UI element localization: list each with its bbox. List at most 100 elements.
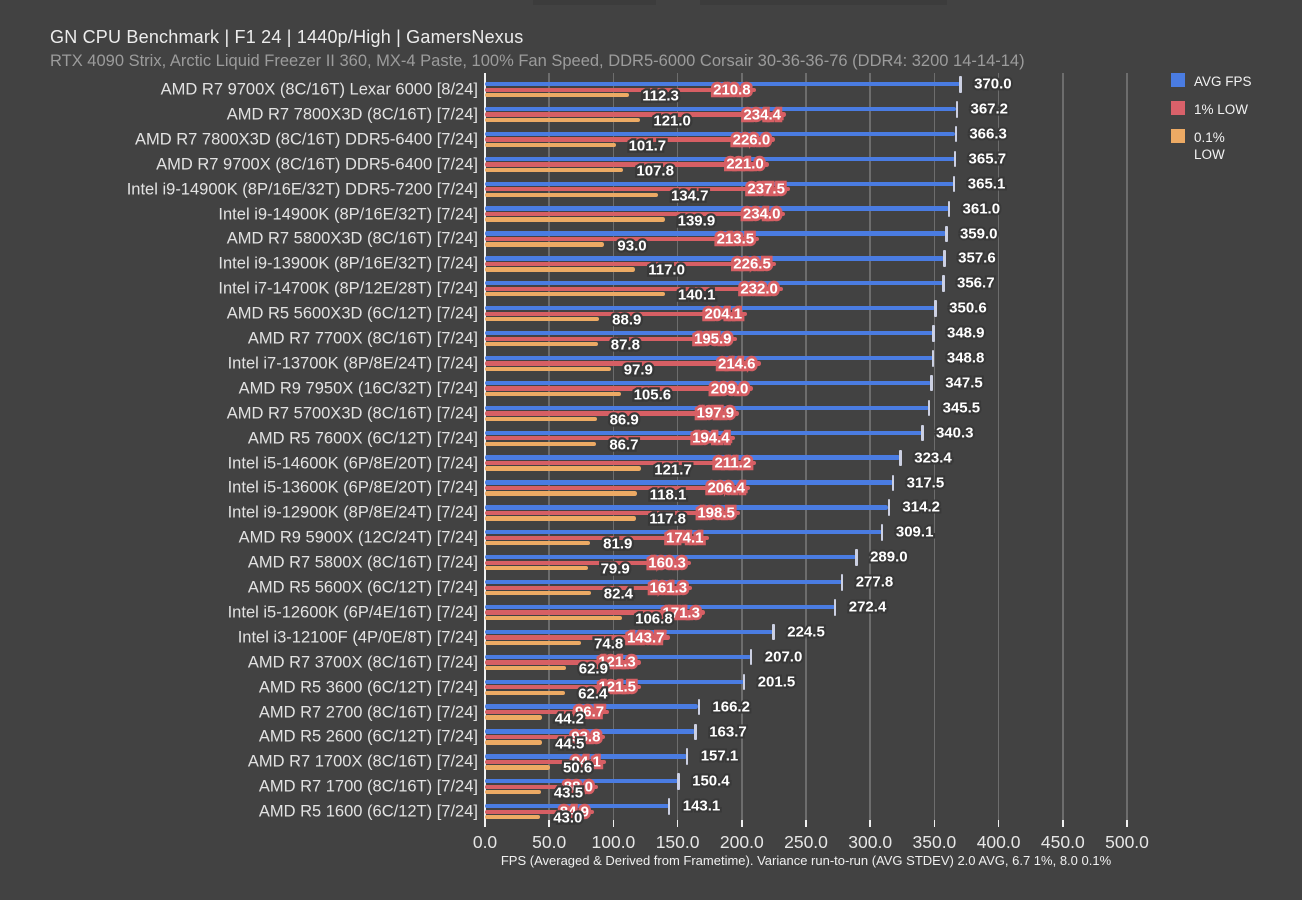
avg-fps-whisker [959, 76, 962, 93]
p01-low-bar [485, 167, 624, 172]
avg-fps-whisker [934, 300, 937, 317]
x-axis-tick-label: 50.0 [532, 832, 567, 852]
x-axis-tick-label: 200.0 [719, 832, 764, 852]
p01-low-value: 118.1 [647, 484, 688, 506]
gridline-100.0 [612, 73, 615, 820]
avg-fps-bar [485, 306, 936, 311]
avg-fps-value: 350.6 [947, 298, 988, 319]
avg-fps-value: 314.2 [900, 497, 941, 518]
avg-fps-whisker [952, 175, 956, 193]
category-label: AMD R5 5600X3D (6C/12T) [7/24] [226, 304, 478, 323]
avg-fps-whisker [772, 623, 775, 641]
avg-fps-value: 166.2 [710, 696, 751, 717]
avg-fps-bar [485, 555, 857, 560]
category-label: AMD R7 1700X (8C/16T) [7/24] [247, 752, 478, 771]
p01-low-bar [485, 516, 637, 521]
x-axis-tick-label: 300.0 [848, 832, 893, 852]
p1-low-bar [485, 809, 594, 814]
avg-fps-value: 370.0 [972, 74, 1013, 95]
x-axis-tick [676, 820, 679, 827]
category-label: Intel i5-13600K (6P/8E/20T) [7/24] [227, 478, 478, 497]
avg-fps-whisker [899, 449, 902, 467]
p1-low-bar [485, 336, 737, 341]
p1-low-bar [485, 585, 693, 590]
avg-fps-bar [485, 804, 669, 809]
p01-low-bar [485, 740, 543, 745]
avg-fps-whisker [954, 125, 957, 143]
avg-fps-whisker [927, 399, 931, 417]
avg-fps-whisker [932, 325, 935, 342]
x-axis-tick-label: 100.0 [591, 832, 636, 852]
p01-low-value: 117.0 [646, 260, 687, 282]
avg-fps-value: 289.0 [868, 547, 909, 568]
avg-fps-value: 366.3 [967, 123, 1008, 144]
avg-fps-value: 359.0 [958, 223, 999, 244]
avg-fps-whisker [697, 698, 700, 716]
p01-low-value: 74.8 [592, 633, 626, 655]
avg-fps-bar [485, 281, 943, 286]
p01-low-value: 101.7 [626, 135, 668, 157]
avg-fps-value: 143.1 [681, 796, 722, 817]
avg-fps-whisker [742, 673, 746, 691]
p1-low-bar [485, 112, 786, 117]
avg-fps-bar [485, 106, 957, 112]
p01-low-value: 107.8 [634, 160, 676, 182]
p01-low-value: 86.9 [607, 409, 641, 431]
x-axis-tick-label: 400.0 [976, 832, 1021, 852]
category-label: AMD R7 7800X3D (8C/16T) [7/24] [226, 105, 478, 124]
p1-low-value: 221.0 [723, 153, 766, 176]
avg-fps-whisker [840, 574, 844, 591]
p01-low-value: 50.6 [561, 758, 595, 780]
screenshot-tab-remnant-right [700, 0, 947, 5]
avg-fps-bar [485, 654, 751, 659]
p1-low-value: 198.5 [695, 502, 738, 525]
category-label: AMD R7 7700X (8C/16T) [7/24] [247, 329, 478, 348]
x-axis-tick [1062, 820, 1064, 827]
x-axis-tick-label: 500.0 [1105, 832, 1149, 852]
avg-fps-bar [485, 530, 882, 535]
p1-low-value: 226.0 [730, 128, 773, 151]
p1-low-bar [485, 137, 776, 142]
category-label: AMD R5 7600X (6C/12T) [7/24] [247, 429, 478, 448]
p1-low-bar [485, 212, 786, 217]
category-label: AMD R7 5800X (8C/16T) [7/24] [247, 553, 478, 572]
p1-low-bar [485, 710, 610, 715]
p01-low-bar [485, 292, 665, 297]
p1-low-value: 197.9 [694, 402, 737, 425]
p01-low-bar [485, 341, 598, 347]
p01-low-bar [485, 715, 542, 720]
category-label: AMD R7 3700X (8C/16T) [7/24] [247, 653, 478, 672]
avg-fps-bar [485, 430, 922, 435]
avg-fps-bar [485, 81, 961, 87]
avg-fps-whisker [943, 250, 946, 267]
category-label: Intel i5-12600K (6P/4E/16T) [7/24] [227, 603, 478, 622]
p1-low-value: 211.2 [712, 452, 754, 475]
p1-low-value: 214.6 [715, 352, 758, 375]
p1-low-value: 160.3 [646, 552, 689, 575]
p01-low-value: 112.3 [640, 85, 681, 107]
p01-low-value: 140.1 [676, 285, 718, 307]
category-label: AMD R5 3600 (6C/12T) [7/24] [258, 678, 478, 697]
p01-low-value: 97.9 [621, 359, 655, 381]
avg-fps-whisker [953, 150, 957, 168]
p01-low-bar [485, 640, 582, 646]
p1-low-bar [485, 734, 606, 740]
p01-low-bar [485, 566, 588, 571]
x-axis-tick-label: 150.0 [655, 832, 700, 852]
p1-low-value: 84.9 [557, 801, 592, 824]
category-label: Intel i9-14900K (8P/16E/32T) DDR5-7200 [… [126, 180, 478, 199]
p1-low-value: 213.5 [714, 228, 757, 251]
p1-low-bar [485, 560, 691, 565]
avg-fps-whisker [749, 648, 753, 666]
p01-low-bar [485, 615, 623, 621]
p1-low-bar [485, 485, 751, 491]
p1-low-bar [485, 236, 760, 242]
gridline-300.0 [869, 73, 871, 820]
avg-fps-bar [485, 480, 893, 485]
p01-low-bar [485, 142, 616, 148]
avg-fps-value: 201.5 [756, 671, 797, 692]
avg-fps-value: 340.3 [934, 422, 975, 443]
avg-fps-bar [485, 355, 933, 361]
avg-fps-whisker [942, 275, 945, 292]
p1-low-value: 237.5 [745, 178, 788, 201]
